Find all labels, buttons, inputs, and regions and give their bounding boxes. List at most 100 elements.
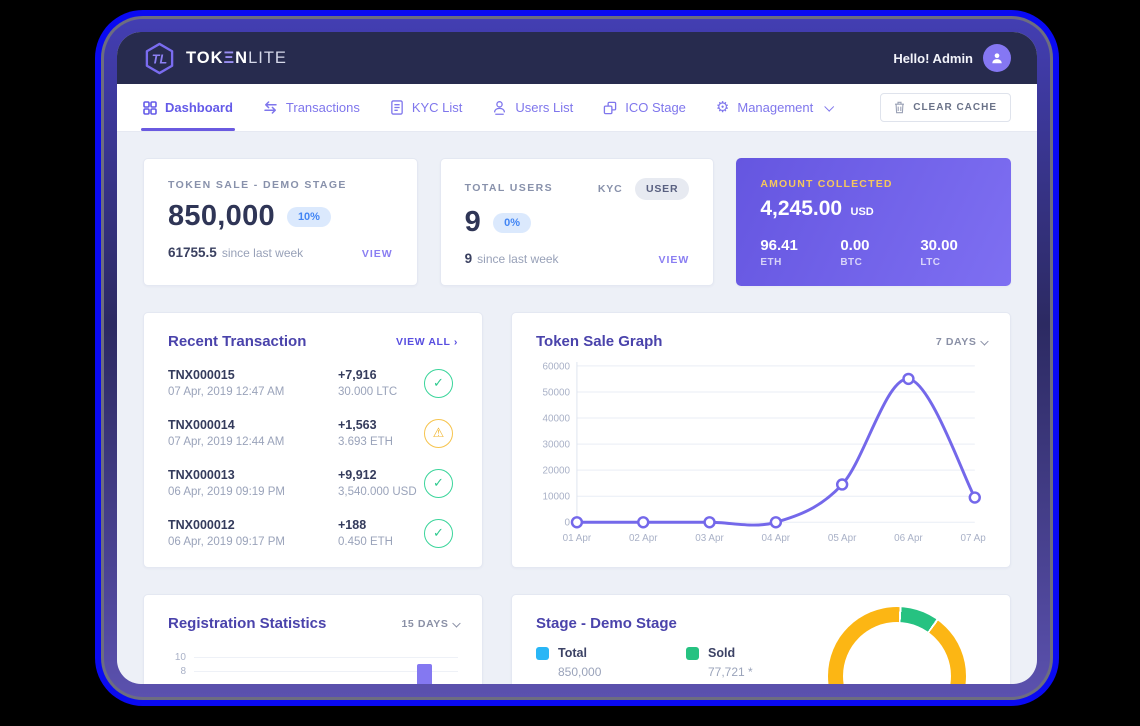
tab-users-list[interactable]: Users List [492, 84, 573, 131]
total-users-value: 9 [464, 206, 482, 238]
topbar: TL TOKΞNLITE Hello! Admin [117, 32, 1037, 84]
gear-icon: ⚙ [715, 99, 730, 116]
status-icon: ✓ [424, 368, 453, 398]
breakdown-eth: 96.41 ETH [760, 237, 798, 268]
dashboard-body: TOKEN SALE - DEMO STAGE 850,000 10% 6175… [117, 132, 1037, 684]
avatar[interactable] [983, 44, 1011, 72]
registration-bar-chart: 10 8 [168, 652, 458, 684]
token-sale-card: TOKEN SALE - DEMO STAGE 850,000 10% 6175… [143, 158, 418, 286]
total-users-card: TOTAL USERS KYC USER 9 0% 9 since last we… [439, 158, 715, 286]
total-users-badge: 0% [493, 212, 531, 233]
svg-text:06 Apr: 06 Apr [894, 533, 923, 544]
amount-collected-title: AMOUNT COLLECTED [760, 178, 893, 190]
legend-sold: Sold 77,721 * [686, 646, 836, 679]
registration-statistics-title: Registration Statistics [168, 615, 327, 632]
gridline [194, 671, 458, 672]
currency-breakdown: 96.41 ETH 0.00 BTC 30.00 LTC [760, 237, 987, 268]
view-all-link[interactable]: VIEW ALL › [395, 335, 458, 348]
svg-text:05 Apr: 05 Apr [828, 533, 857, 544]
dashboard-grid-icon [143, 100, 157, 115]
total-users-title: TOTAL USERS [464, 182, 553, 194]
legend-swatch-total [536, 646, 549, 660]
token-sale-title: TOKEN SALE - DEMO STAGE [168, 179, 347, 191]
toggle-kyc[interactable]: KYC [597, 183, 623, 195]
svg-text:04 Apr: 04 Apr [762, 533, 791, 544]
status-icon: ✓ [424, 468, 453, 498]
token-sale-badge: 10% [286, 206, 331, 227]
table-row[interactable]: TNX000013 06 Apr, 2019 09:19 PM +9,912 3,5… [168, 458, 458, 508]
legend-swatch-sold [686, 646, 699, 660]
table-row[interactable]: TNX000012 06 Apr, 2019 09:17 PM +188 0.450… [168, 508, 458, 558]
middle-row: Recent Transaction VIEW ALL › TNX000015 0… [143, 312, 1011, 568]
breakdown-ltc: 30.00 LTC [920, 237, 958, 268]
trash-icon [895, 101, 905, 114]
amount-collected-currency: USD [850, 206, 874, 218]
svg-text:60000: 60000 [543, 361, 571, 372]
tab-kyc-list[interactable]: KYC List [390, 84, 462, 131]
total-users-view-link[interactable]: VIEW [658, 254, 690, 266]
stage-title: Stage - Demo Stage [536, 615, 677, 632]
status-icon: ⚠ [424, 418, 453, 448]
toggle-user[interactable]: USER [634, 178, 690, 200]
amount-collected-card: AMOUNT COLLECTED 4,245.00 USD 96.41 ETH [736, 158, 1011, 286]
document-list-icon [391, 100, 403, 115]
user-menu: Hello! Admin [893, 44, 1011, 72]
gridline [194, 657, 458, 658]
tab-ico-stage[interactable]: ICO Stage [603, 84, 686, 131]
token-sale-graph-title: Token Sale Graph [536, 333, 663, 350]
svg-text:01 Apr: 01 Apr [563, 533, 592, 544]
tab-management[interactable]: ⚙ Management [715, 84, 835, 131]
device-frame: TL TOKΞNLITE Hello! Admin [95, 10, 1059, 706]
table-row[interactable]: TNX000014 07 Apr, 2019 12:44 AM +1,563 3.6… [168, 408, 458, 458]
recent-transactions-panel: Recent Transaction VIEW ALL › TNX000015 0… [143, 312, 483, 568]
tab-dashboard[interactable]: Dashboard [141, 84, 235, 131]
status-icon: ✓ [424, 518, 453, 548]
chevron-down-icon [980, 336, 988, 345]
token-sale-line-chart: 0 10000 20000 30000 40000 50000 60000 01 Apr 02 … [543, 361, 990, 544]
user-list-icon [494, 101, 506, 115]
chevron-down-icon [824, 101, 835, 112]
device-frame-line: TL TOKΞNLITE Hello! Admin [101, 16, 1053, 700]
amount-collected-value: 4,245.00 [760, 197, 843, 220]
token-sale-value: 850,000 [168, 200, 275, 232]
graph-period-dropdown[interactable]: 7 DAYS [936, 336, 988, 348]
app-window: TL TOKΞNLITE Hello! Admin [117, 32, 1037, 684]
registration-period-dropdown[interactable]: 15 DAYS [401, 618, 460, 630]
user-icon [992, 53, 1002, 64]
transaction-list: TNX000015 07 Apr, 2019 12:47 AM +7,916 30.… [168, 358, 458, 558]
bar [417, 664, 433, 684]
token-sale-delta: 61755.5 [168, 245, 217, 260]
total-users-delta-label: since last week [477, 252, 559, 266]
clear-cache-button[interactable]: CLEAR CACHE [880, 93, 1011, 122]
token-sale-graph-panel: Token Sale Graph 7 DAYS 0 10000 20000 30000… [511, 312, 1011, 568]
cube-stack-icon [603, 101, 617, 114]
svg-text:50000: 50000 [543, 387, 571, 398]
swap-arrows-icon [264, 101, 277, 114]
users-kyc-toggle: KYC USER [597, 178, 690, 200]
registration-statistics-panel: Registration Statistics 15 DAYS 10 8 [143, 594, 483, 684]
stat-card-row: TOKEN SALE - DEMO STAGE 850,000 10% 6175… [143, 158, 1011, 286]
tab-transactions[interactable]: Transactions [263, 84, 360, 131]
bottom-row: Registration Statistics 15 DAYS 10 8 [143, 594, 1011, 684]
svg-text:02 Apr: 02 Apr [629, 533, 658, 544]
main-nav: Dashboard Transactions KYC List [117, 84, 1037, 132]
svg-text:03 Apr: 03 Apr [695, 533, 724, 544]
svg-text:20000: 20000 [543, 466, 571, 477]
svg-text:40000: 40000 [543, 413, 571, 424]
total-users-delta: 9 [464, 251, 473, 266]
stage-legend: Total 850,000 Sold 77,721 * [536, 646, 986, 679]
svg-text:30000: 30000 [543, 440, 571, 451]
token-sale-view-link[interactable]: VIEW [361, 248, 393, 260]
svg-text:10000: 10000 [543, 492, 571, 503]
chevron-down-icon [452, 618, 460, 627]
device-frame-inner: TL TOKΞNLITE Hello! Admin [104, 19, 1050, 697]
table-row[interactable]: TNX000015 07 Apr, 2019 12:47 AM +7,916 30.… [168, 358, 458, 408]
brand-hexagon-icon: TL [145, 42, 174, 74]
token-sale-delta-label: since last week [221, 246, 304, 260]
svg-text:TL: TL [152, 52, 167, 66]
svg-text:07 Apr: 07 Apr [960, 533, 986, 544]
svg-text:0: 0 [564, 518, 570, 529]
brand-name: TOKΞNLITE [186, 48, 287, 67]
greeting-text: Hello! Admin [893, 50, 973, 66]
